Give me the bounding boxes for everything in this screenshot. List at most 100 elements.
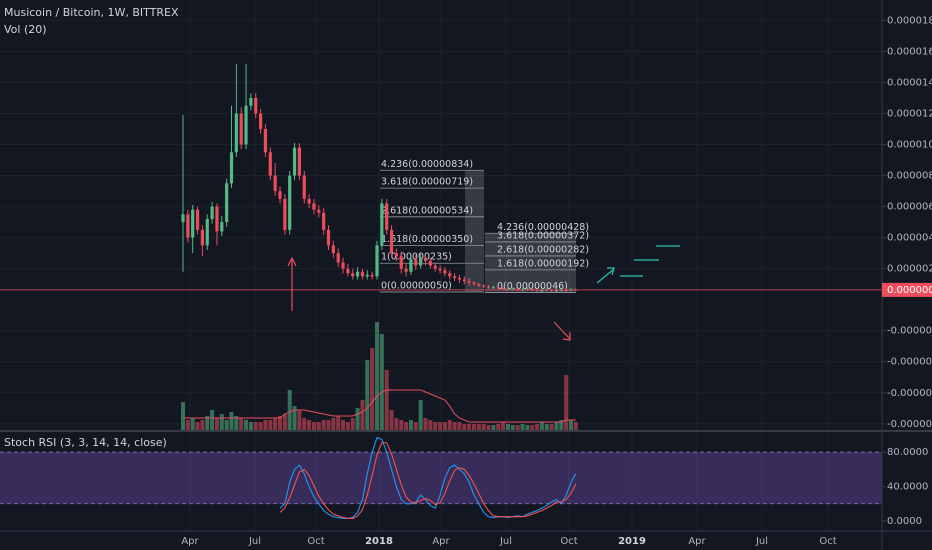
candle-body — [365, 274, 369, 277]
x-tick-label: 2018 — [365, 536, 393, 547]
candle-body — [244, 105, 248, 145]
candle-body — [268, 152, 272, 176]
candle-body — [322, 212, 326, 230]
volume-bar — [316, 422, 321, 430]
volume-bar — [370, 348, 375, 430]
y-tick-label: 0.00001400 — [887, 77, 932, 88]
volume-bar — [486, 425, 491, 430]
arrow-up-right — [596, 268, 615, 284]
volume-bar — [404, 422, 409, 430]
volume-bar — [569, 420, 573, 430]
volume-bar — [360, 400, 365, 430]
candle-body — [341, 262, 345, 269]
volume-bar — [268, 420, 273, 430]
candle-body — [428, 260, 432, 266]
volume-bar — [525, 425, 530, 430]
red-arrows — [287, 256, 571, 341]
candle-body — [195, 209, 200, 230]
candle-body — [346, 268, 350, 274]
y-tick-label: 0.00001800 — [887, 15, 932, 26]
volume-bar — [307, 420, 312, 430]
candle-body — [307, 198, 311, 204]
fib-label: 2.618(0.00000534) — [381, 205, 473, 216]
stoch-tick-label: 80.0000 — [887, 447, 928, 458]
volume-bar — [564, 375, 569, 430]
volume-bar — [185, 420, 190, 430]
candle-body — [496, 287, 500, 289]
price-label-box — [882, 282, 932, 297]
candle-body — [225, 183, 229, 223]
candle-body — [234, 113, 238, 153]
volume-bar — [399, 420, 404, 430]
volume-bar — [530, 425, 535, 430]
candle-body — [370, 274, 374, 277]
candle-body — [399, 256, 403, 269]
arrow-head — [287, 256, 297, 267]
candle-body — [375, 245, 379, 277]
volume-bar — [457, 422, 462, 430]
candle-body — [292, 147, 297, 176]
candle-body — [360, 271, 365, 277]
volume-bar — [205, 416, 210, 430]
volume-bar — [224, 420, 229, 430]
volume-bar — [248, 422, 253, 430]
fib-label: 1.618(0.00000350) — [381, 234, 473, 245]
green-annotations — [596, 245, 680, 284]
candle-body — [249, 97, 253, 106]
candle-body — [229, 152, 234, 184]
volume-bar — [515, 425, 520, 430]
fib-label: 2.618(0.00000282) — [497, 244, 589, 255]
candle-body — [389, 229, 394, 254]
volume-bar — [326, 420, 331, 430]
candle-body — [220, 222, 224, 232]
volume-bar — [539, 422, 544, 430]
volume-bar — [200, 420, 205, 430]
y-tick-label: 0.00000600 — [887, 202, 932, 213]
candle-body — [409, 259, 413, 272]
candle-body — [181, 214, 185, 223]
y-tick-label: -0.00000800 — [887, 419, 932, 430]
volume-bar — [287, 390, 292, 430]
volume-bar — [239, 418, 244, 430]
candle-body — [259, 113, 263, 130]
volume-layer — [181, 322, 578, 430]
volume-bar — [510, 425, 515, 430]
candle-body — [453, 276, 457, 278]
candle-body — [501, 288, 505, 290]
fib-box — [465, 170, 484, 292]
volume-bar — [379, 334, 384, 430]
volume-bar — [210, 410, 215, 430]
volume-title: Vol (20) — [4, 23, 47, 36]
volume-bar — [219, 414, 224, 430]
volume-bar — [258, 422, 263, 430]
volume-bar — [375, 322, 379, 430]
candle-body — [394, 253, 398, 257]
volume-bar — [350, 418, 355, 430]
volume-bar — [278, 416, 282, 430]
volume-bar — [384, 370, 389, 430]
candle-body — [191, 209, 195, 238]
volume-bar — [292, 406, 297, 430]
volume-bar — [244, 420, 249, 430]
stoch-tick-label: 0.0000 — [887, 516, 922, 527]
volume-bar — [321, 420, 326, 430]
volume-bar — [418, 400, 423, 430]
volume-bar — [336, 416, 341, 430]
volume-bar — [302, 418, 307, 430]
candle-body — [457, 277, 462, 280]
volume-bar — [341, 420, 346, 430]
volume-bar — [573, 422, 578, 430]
fib-label: 1.618(0.00000192) — [497, 258, 589, 269]
candle-body — [317, 209, 321, 213]
fib-label: 0(0.00000046) — [497, 281, 568, 292]
candle-body — [530, 288, 534, 290]
volume-bar — [428, 420, 433, 430]
volume-bar — [413, 422, 418, 430]
volume-bar — [481, 424, 486, 430]
volume-bar — [190, 418, 195, 430]
candle-body — [491, 287, 495, 289]
volume-bar — [229, 412, 234, 430]
volume-bar — [505, 424, 510, 430]
candle-body — [443, 270, 447, 274]
